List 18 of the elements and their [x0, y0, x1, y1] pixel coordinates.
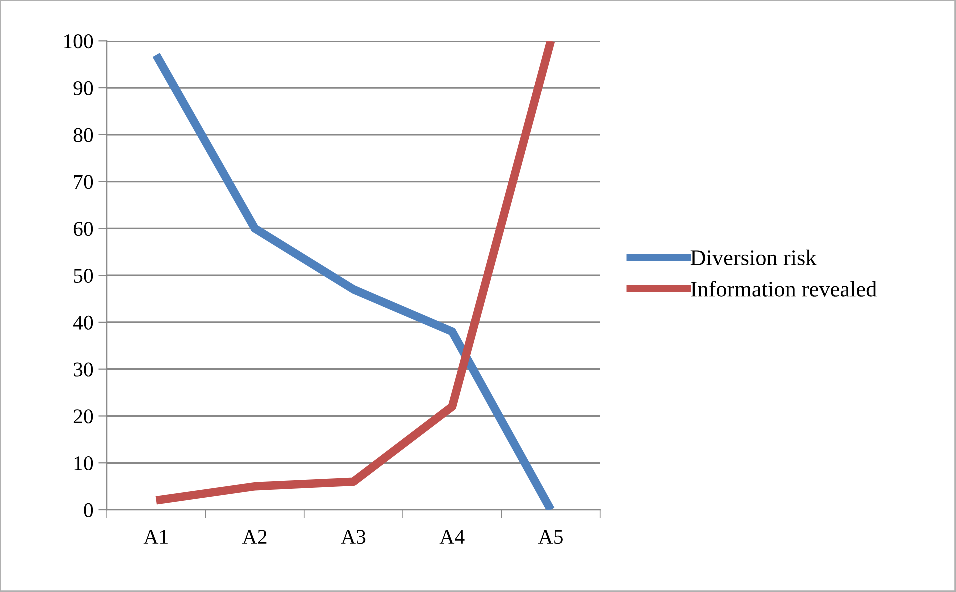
- legend-label: Information revealed: [691, 281, 877, 297]
- y-tick-label: 60: [74, 222, 94, 236]
- y-tick-label: 70: [74, 175, 94, 190]
- y-tick-label: 100: [64, 34, 94, 49]
- x-tick-label: A1: [144, 530, 168, 544]
- y-tick-label: 0: [84, 503, 94, 518]
- x-tick-label: A2: [242, 530, 267, 544]
- x-tick-label: A5: [538, 530, 563, 544]
- y-tick-label: 30: [74, 362, 94, 377]
- y-tick-label: 40: [73, 316, 94, 330]
- x-tick-label: A3: [341, 530, 366, 544]
- y-tick-label: 80: [74, 128, 94, 142]
- y-tick-label: 90: [74, 81, 94, 96]
- legend-label: Diversion risk: [690, 250, 817, 266]
- y-tick-label: 20: [74, 410, 94, 424]
- x-tick-label: A4: [440, 530, 465, 544]
- y-tick-label: 50: [74, 268, 94, 284]
- y-tick-label: 10: [74, 456, 94, 471]
